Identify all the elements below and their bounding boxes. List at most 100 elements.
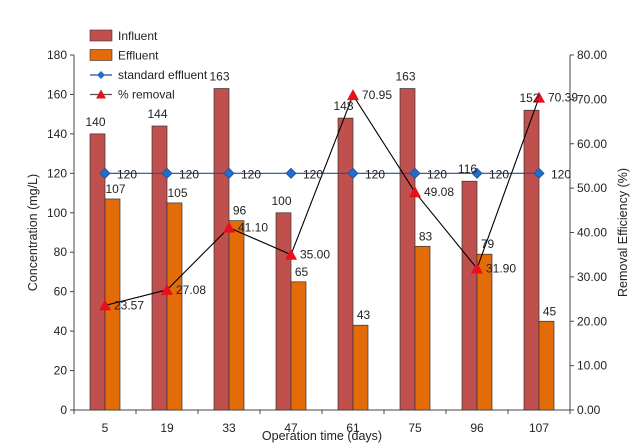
data-label: 152 [519, 91, 539, 105]
data-label: 27.08 [176, 283, 206, 297]
legend-label: Effluent [118, 49, 159, 63]
legend-marker [97, 71, 105, 79]
x-tick-label: 33 [222, 421, 236, 435]
data-label: 79 [481, 237, 495, 251]
data-label: 120 [303, 167, 323, 181]
bar-effluent [228, 220, 245, 411]
y-tick-label: 160 [47, 87, 67, 101]
data-label: 120 [551, 167, 571, 181]
legend: Influent Effluent standard effluent % remov… [89, 29, 208, 102]
y-tick-label: 180 [47, 48, 67, 62]
x-axis-title: Operation time (days) [262, 429, 382, 443]
point-marker [471, 167, 483, 179]
y2-tick-label: 30.00 [577, 270, 607, 284]
y-tick-label: 20 [54, 364, 68, 378]
point-marker [409, 167, 421, 179]
y-tick-label: 80 [54, 245, 68, 259]
y-tick-label: 60 [54, 285, 68, 299]
y2-tick-label: 80.00 [577, 48, 607, 62]
x-tick-label: 47 [284, 421, 298, 435]
data-label: 120 [427, 167, 447, 181]
bar-influent [275, 212, 292, 411]
data-labels: 140 144 163 100 148 163 116 152 107 105 96 65 43 83 79… [85, 70, 578, 323]
data-label: 120 [117, 167, 137, 181]
x-tick-label: 19 [160, 421, 174, 435]
data-label: 120 [489, 167, 509, 181]
y-axis-title: Concentration (mg/L) [26, 174, 40, 291]
data-label: 107 [105, 182, 125, 196]
x-tick-label: 75 [408, 421, 422, 435]
bar-effluent [352, 324, 369, 411]
y2-tick-label: 20.00 [577, 314, 607, 328]
removal-line [104, 93, 540, 306]
x-tick-label: 5 [102, 421, 109, 435]
point-marker [533, 167, 545, 179]
y2-tick-label: 0.00 [577, 403, 601, 417]
legend-label: standard effluent [118, 68, 208, 82]
y2-axis-ticks: 0.00 10.00 20.00 30.00 40.00 50.00 60.00 70.00 8… [570, 48, 607, 417]
data-label: 163 [395, 70, 415, 84]
bar-influent [337, 117, 354, 411]
point-marker [99, 299, 111, 311]
data-label: 45 [543, 304, 557, 318]
point-marker [285, 167, 297, 179]
point-marker [223, 167, 235, 179]
data-label: 35.00 [300, 248, 330, 262]
y-tick-label: 140 [47, 127, 67, 141]
data-label: 49.08 [424, 185, 454, 199]
point-marker [223, 221, 235, 233]
y2-tick-label: 50.00 [577, 181, 607, 195]
y-tick-label: 100 [47, 206, 67, 220]
data-label: 120 [241, 167, 261, 181]
legend-label: Influent [118, 29, 158, 43]
y-axis-ticks: 0 20 40 60 80 100 120 140 160 180 [47, 48, 74, 417]
data-label: 163 [209, 70, 229, 84]
y2-tick-label: 10.00 [577, 359, 607, 373]
point-marker [347, 167, 359, 179]
data-label: 43 [357, 308, 371, 322]
x-axis-ticks: 5 19 33 47 61 75 96 107 [73, 410, 571, 435]
data-label: 70.39 [548, 91, 578, 105]
data-label: 105 [167, 186, 187, 200]
data-label: 96 [233, 204, 247, 218]
point-marker [285, 248, 297, 260]
data-label: 148 [333, 99, 353, 113]
legend-marker [96, 89, 106, 99]
data-label: 116 [458, 162, 477, 176]
y-tick-label: 40 [54, 324, 68, 338]
data-label: 120 [179, 167, 199, 181]
bar-effluent [166, 202, 183, 411]
point-marker [161, 283, 173, 295]
y2-tick-label: 60.00 [577, 137, 607, 151]
bar-effluent [290, 281, 307, 411]
bar-influent [523, 109, 540, 411]
bar-influent [461, 180, 478, 411]
y-tick-label: 0 [60, 403, 67, 417]
y2-axis-title: Removal Efficiency (%) [616, 168, 630, 297]
data-label: 120 [365, 167, 385, 181]
x-tick-label: 107 [529, 421, 549, 435]
data-label: 83 [419, 229, 433, 243]
data-label: 140 [85, 115, 105, 129]
point-marker [161, 167, 173, 179]
legend-label: % removal [118, 88, 175, 102]
bar-influent [399, 88, 416, 411]
y2-tick-label: 40.00 [577, 226, 607, 240]
point-marker [347, 89, 359, 101]
y2-tick-label: 70.00 [577, 92, 607, 106]
x-tick-label: 61 [346, 421, 360, 435]
bar-effluent [476, 253, 493, 411]
point-marker [471, 262, 483, 274]
legend-swatch [89, 29, 113, 42]
legend-swatch [89, 49, 113, 61]
bar-influent [213, 88, 230, 411]
point-marker [99, 167, 111, 179]
bar-effluent [414, 245, 431, 411]
data-label: 31.90 [486, 261, 516, 275]
data-label: 70.95 [362, 88, 392, 102]
x-tick-label: 96 [470, 421, 484, 435]
bars [89, 88, 555, 411]
y-tick-label: 120 [47, 166, 67, 180]
